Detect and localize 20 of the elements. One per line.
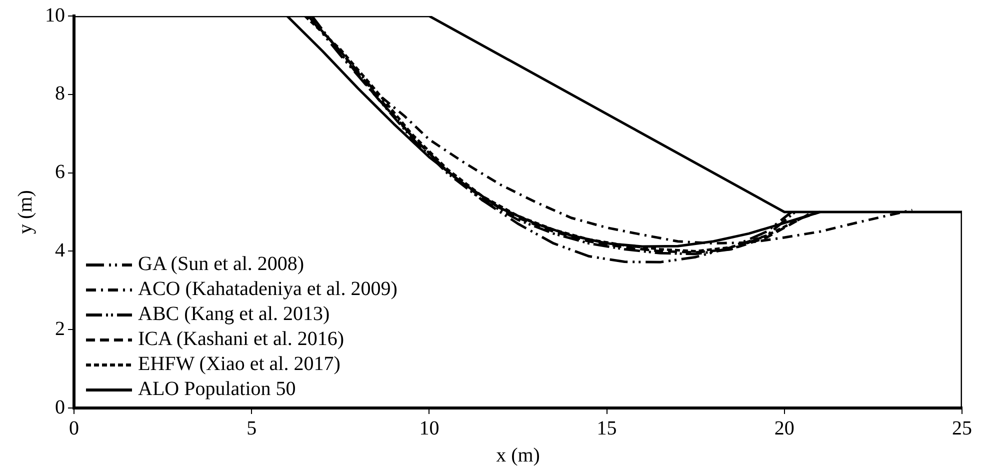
legend-label: EHFW (Xiao et al. 2017) xyxy=(138,352,340,377)
y-tick-label: 10 xyxy=(45,4,65,26)
x-tick-label: 5 xyxy=(246,417,257,440)
x-tick-label: 20 xyxy=(774,417,794,440)
y-axis-title: y (m) xyxy=(14,190,36,234)
legend-label: ALO Population 50 xyxy=(138,377,296,402)
legend-label: GA (Sun et al. 2008) xyxy=(138,252,304,277)
y-tick-label: 0 xyxy=(55,396,65,418)
y-tick-label: 4 xyxy=(55,239,65,262)
y-tick-label: 2 xyxy=(55,318,65,340)
y-tick-label: 8 xyxy=(55,82,65,105)
x-tick-label: 25 xyxy=(952,417,972,440)
legend-label: ICA (Kashani et al. 2016) xyxy=(138,327,344,352)
x-axis-title: x (m) xyxy=(496,444,540,466)
y-tick-label: 6 xyxy=(55,161,65,184)
x-tick-label: 10 xyxy=(419,417,440,440)
legend-label: ABC (Kang et al. 2013) xyxy=(138,302,330,327)
x-tick-label: 0 xyxy=(69,417,79,440)
x-tick-label: 15 xyxy=(596,417,617,440)
legend-label: ACO (Kahatadeniya et al. 2009) xyxy=(138,277,398,302)
